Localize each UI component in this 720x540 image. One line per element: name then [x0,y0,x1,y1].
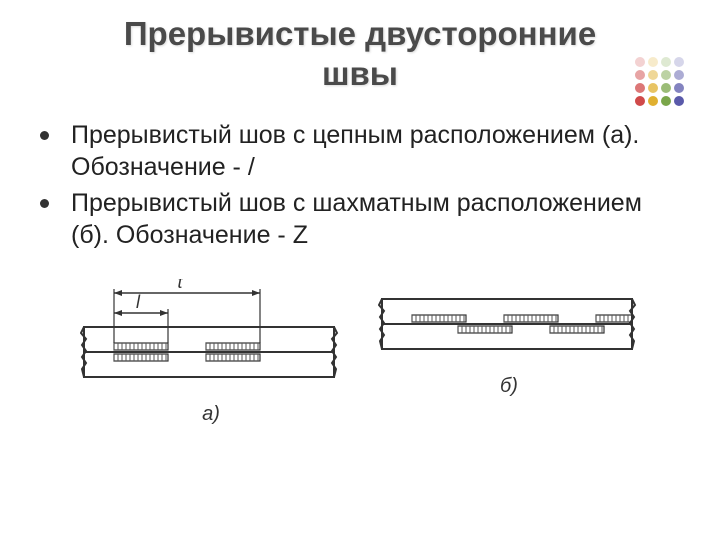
svg-text:l: l [136,292,141,312]
decorative-dots-icon [632,54,696,110]
list-item: Прерывистый шов с шахматным расположение… [40,187,680,251]
page-title: Прерывистые двусторонние швы [0,0,720,93]
figure-b: б) [378,279,640,426]
bullet-icon [40,199,49,208]
svg-text:t: t [177,279,183,292]
title-line-1: Прерывистые двусторонние [124,15,596,52]
list-item: Прерывистый шов с цепным расположением (… [40,119,680,183]
bullet-list: Прерывистый шов с цепным расположением (… [40,119,680,251]
figure-a-label: а) [202,403,220,426]
bullet-text: Прерывистый шов с шахматным расположение… [71,187,680,251]
weld-diagram-b [378,279,640,369]
title-line-2: швы [322,55,398,92]
figure-b-label: б) [500,375,518,398]
bullet-text: Прерывистый шов с цепным расположением (… [71,119,680,183]
figures-row: tl а) б) [0,279,720,426]
weld-diagram-a: tl [80,279,342,397]
bullet-icon [40,131,49,140]
figure-a: tl а) [80,279,342,426]
